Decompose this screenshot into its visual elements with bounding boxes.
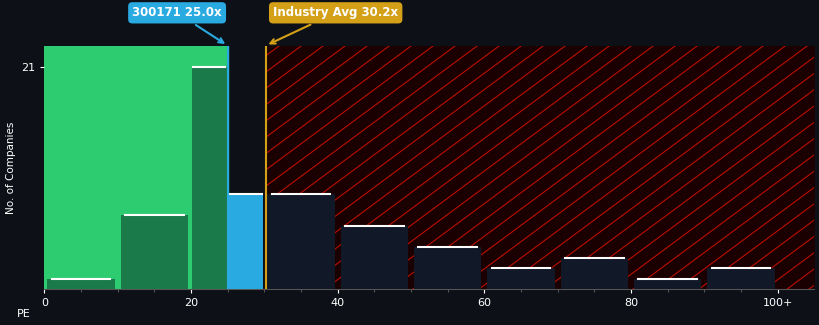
Bar (267, 194, 334, 290)
Bar (486, 268, 554, 290)
Bar (229, 194, 263, 290)
Bar (414, 247, 481, 290)
Bar (192, 67, 226, 290)
Bar (560, 258, 627, 290)
Text: PE: PE (17, 309, 31, 319)
Bar (120, 215, 188, 290)
Bar (707, 268, 774, 290)
Text: Industry Avg 30.2x: Industry Avg 30.2x (270, 6, 398, 44)
Bar (48, 279, 115, 290)
Bar (340, 226, 408, 290)
Y-axis label: No. of Companies: No. of Companies (6, 121, 16, 214)
Text: 300171 25.0x: 300171 25.0x (132, 6, 223, 43)
Bar (633, 279, 700, 290)
